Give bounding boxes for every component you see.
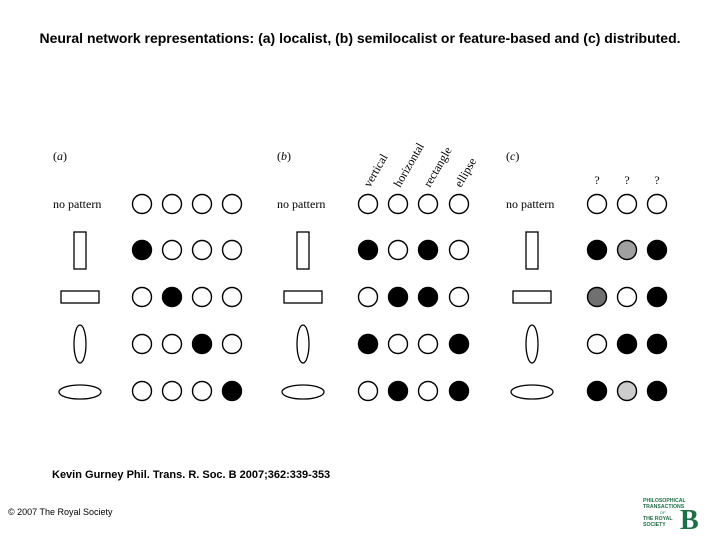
logo-text-line: OF (660, 510, 666, 515)
horizontal-rectangle-pattern (60, 290, 100, 304)
unit-node (161, 193, 183, 215)
horizontal-rectangle-pattern (512, 290, 552, 304)
unit-node (417, 380, 439, 402)
unknown-feature-label: ? (624, 173, 629, 187)
panel-label: (a) (53, 149, 67, 163)
vertical-ellipse-pattern (73, 324, 87, 364)
unit-node (448, 193, 470, 215)
unit-node (586, 333, 608, 355)
unit-node (646, 380, 668, 402)
unit-node (586, 239, 608, 261)
unit-node (417, 193, 439, 215)
unit-node (131, 333, 153, 355)
unknown-feature-label: ? (654, 173, 659, 187)
copyright-notice: © 2007 The Royal Society (8, 507, 113, 517)
logo-text-line: SOCIETY (643, 522, 666, 528)
unit-node (616, 380, 638, 402)
unit-node (646, 286, 668, 308)
unit-node (387, 239, 409, 261)
no-pattern-label: no pattern (277, 197, 325, 211)
horizontal-ellipse-pattern (510, 384, 554, 400)
feature-label-rectangle: rectangle (420, 144, 454, 189)
unit-node (448, 286, 470, 308)
unit-node (616, 333, 638, 355)
unit-node (616, 286, 638, 308)
vertical-rectangle-pattern (525, 231, 539, 270)
unit-node (646, 239, 668, 261)
unit-node (131, 239, 153, 261)
horizontal-rectangle-pattern (283, 290, 323, 304)
no-pattern-label: no pattern (53, 197, 101, 211)
unit-node (586, 286, 608, 308)
unit-node (448, 239, 470, 261)
unit-node (191, 380, 213, 402)
unit-node (387, 193, 409, 215)
horizontal-ellipse-pattern (281, 384, 325, 400)
unit-node (131, 380, 153, 402)
vertical-ellipse-pattern (525, 324, 539, 364)
unit-node (221, 193, 243, 215)
panel-label: (b) (277, 149, 291, 163)
journal-logo: PHILOSOPHICAL TRANSACTIONS OF THE ROYAL … (642, 496, 702, 534)
horizontal-ellipse-pattern (58, 384, 102, 400)
unit-node (221, 380, 243, 402)
unit-node (387, 286, 409, 308)
unit-node (586, 193, 608, 215)
unit-node (131, 286, 153, 308)
unit-node (357, 333, 379, 355)
unit-node (586, 380, 608, 402)
unit-node (357, 193, 379, 215)
unit-node (221, 286, 243, 308)
unit-node (448, 333, 470, 355)
feature-label-vertical: vertical (360, 151, 390, 190)
unit-node (191, 333, 213, 355)
unit-node (387, 380, 409, 402)
unit-node (221, 239, 243, 261)
unit-node (417, 286, 439, 308)
panel-label: (c) (506, 149, 519, 163)
unit-node (646, 193, 668, 215)
unit-node (131, 193, 153, 215)
unit-node (417, 239, 439, 261)
vertical-ellipse-pattern (296, 324, 310, 364)
no-pattern-label: no pattern (506, 197, 554, 211)
citation: Kevin Gurney Phil. Trans. R. Soc. B 2007… (52, 469, 331, 481)
unit-node (161, 333, 183, 355)
unit-node (417, 333, 439, 355)
unit-node (191, 286, 213, 308)
unit-node (387, 333, 409, 355)
unit-node (616, 239, 638, 261)
unit-node (161, 380, 183, 402)
unit-node (221, 333, 243, 355)
unit-node (191, 193, 213, 215)
logo-text-line: TRANSACTIONS (643, 504, 685, 510)
feature-label-ellipse: ellipse (451, 155, 479, 189)
logo-text-line: PHILOSOPHICAL (643, 498, 686, 504)
vertical-rectangle-pattern (73, 231, 87, 270)
logo-letter: B (680, 505, 699, 534)
unit-node (161, 286, 183, 308)
unit-node (357, 239, 379, 261)
unit-node (448, 380, 470, 402)
logo-text-line: THE ROYAL (643, 516, 673, 522)
unit-node (191, 239, 213, 261)
unit-node (161, 239, 183, 261)
vertical-rectangle-pattern (296, 231, 310, 270)
unknown-feature-label: ? (594, 173, 599, 187)
unit-node (646, 333, 668, 355)
unit-node (357, 380, 379, 402)
unit-node (616, 193, 638, 215)
figure-title: Neural network representations: (a) loca… (39, 30, 681, 46)
unit-node (357, 286, 379, 308)
